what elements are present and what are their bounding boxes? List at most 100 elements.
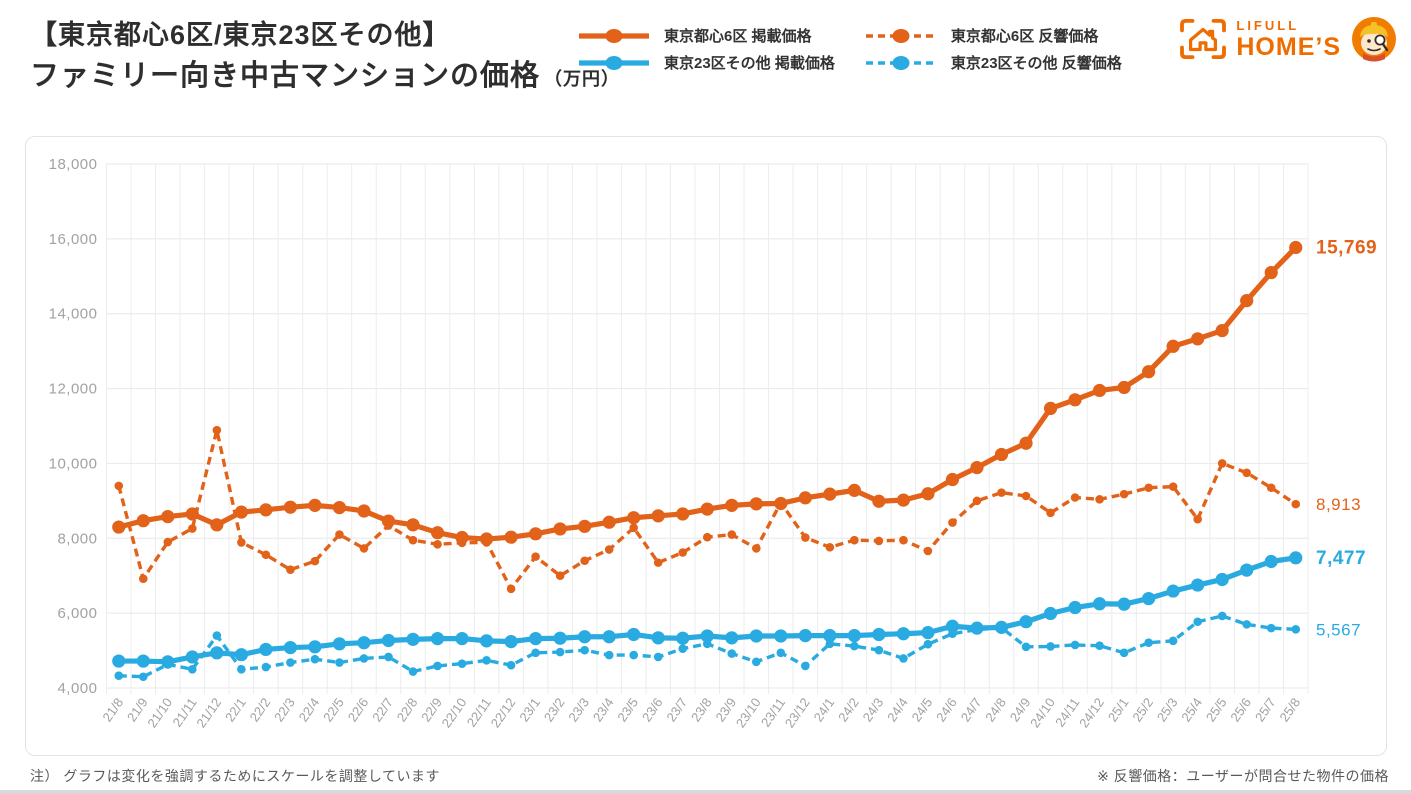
data-point	[896, 493, 911, 507]
data-point	[604, 545, 614, 554]
data-point	[850, 641, 859, 651]
data-point	[212, 631, 222, 640]
data-point	[430, 526, 445, 540]
svg-text:21/8: 21/8	[99, 695, 126, 724]
data-point	[1191, 332, 1205, 346]
data-point	[578, 630, 592, 644]
data-point	[1021, 642, 1031, 652]
svg-text:25/2: 25/2	[1129, 695, 1156, 724]
data-point	[1070, 493, 1080, 502]
data-point	[212, 425, 222, 435]
data-point	[850, 535, 859, 545]
data-point	[1043, 606, 1058, 621]
data-point	[923, 639, 933, 649]
data-point	[627, 627, 641, 642]
data-point	[112, 654, 126, 668]
data-point	[381, 514, 396, 528]
svg-text:21/11: 21/11	[169, 695, 199, 729]
footnote-hankyo-note: ※ 反響価格：ユーザーが問合せた物件の価格	[1097, 768, 1389, 784]
dashed-line-swatch	[865, 28, 936, 43]
svg-text:23/8: 23/8	[688, 695, 715, 724]
data-point	[847, 629, 861, 643]
title-main: ファミリー向き中古マンションの価格	[30, 60, 541, 93]
data-point	[335, 530, 344, 539]
data-point	[259, 503, 273, 517]
data-point	[553, 522, 567, 536]
data-point	[359, 544, 369, 553]
y-axis-labels: 4,000 6,000 8,000 10,000 12,000 14,000 16,000 1…	[49, 156, 97, 697]
svg-text:23/6: 23/6	[639, 695, 666, 724]
data-point	[455, 631, 469, 646]
house-frame-icon	[1180, 18, 1227, 60]
data-point	[283, 640, 298, 655]
data-point	[700, 502, 714, 516]
data-point	[823, 487, 837, 501]
svg-text:22/5: 22/5	[320, 695, 347, 724]
series-keisai-1	[112, 551, 1303, 669]
svg-text:25/3: 25/3	[1154, 695, 1181, 724]
data-point	[1092, 597, 1107, 611]
svg-text:6,000: 6,000	[57, 605, 97, 622]
data-point	[604, 650, 614, 660]
end-value-label: 5,567	[1316, 620, 1361, 639]
data-point	[1070, 640, 1080, 650]
data-point	[138, 672, 148, 682]
svg-text:24/3: 24/3	[860, 695, 887, 724]
data-point	[433, 539, 442, 549]
data-point	[751, 657, 761, 667]
data-point	[161, 509, 175, 524]
data-point	[1193, 514, 1202, 524]
data-point	[161, 655, 175, 669]
solid-line-swatch	[579, 55, 649, 70]
data-point	[332, 637, 347, 651]
data-point	[1266, 483, 1276, 493]
svg-text:22/1: 22/1	[222, 695, 249, 724]
svg-text:24/1: 24/1	[811, 695, 838, 724]
data-point	[1046, 508, 1055, 518]
data-point	[1217, 459, 1227, 468]
svg-text:22/12: 22/12	[488, 695, 519, 730]
data-point	[259, 642, 273, 657]
svg-text:23/7: 23/7	[663, 695, 690, 724]
svg-text:25/8: 25/8	[1276, 695, 1303, 724]
legend-item: 東京23区その他 掲載価格	[578, 52, 835, 73]
data-point	[1068, 600, 1082, 615]
data-point	[381, 633, 396, 648]
data-point	[970, 621, 984, 635]
data-point	[1289, 240, 1303, 255]
data-point	[1095, 641, 1104, 651]
svg-text:24/12: 24/12	[1076, 695, 1107, 730]
data-point	[727, 649, 737, 658]
data-point	[408, 535, 418, 545]
data-point	[114, 481, 124, 491]
svg-text:25/6: 25/6	[1227, 695, 1254, 724]
data-point	[529, 527, 543, 541]
svg-text:24/7: 24/7	[958, 695, 985, 724]
data-point	[234, 505, 248, 519]
data-point	[994, 447, 1009, 462]
data-point	[1215, 323, 1229, 338]
data-point	[1092, 383, 1107, 398]
svg-text:22/4: 22/4	[296, 695, 323, 724]
data-point	[479, 634, 494, 648]
data-point	[1291, 499, 1301, 509]
data-point	[163, 537, 173, 547]
data-point	[210, 646, 224, 660]
data-point	[676, 631, 690, 645]
svg-text:23/10: 23/10	[733, 695, 764, 730]
data-point	[580, 556, 589, 566]
mascot-icon	[1352, 17, 1396, 62]
svg-text:22/2: 22/2	[247, 695, 274, 724]
data-point	[1168, 482, 1178, 491]
data-point	[531, 552, 540, 561]
data-point	[801, 661, 810, 671]
data-point	[1142, 591, 1156, 606]
data-point	[433, 661, 442, 671]
svg-text:24/11: 24/11	[1052, 695, 1082, 729]
data-point	[408, 667, 418, 676]
data-point	[1166, 339, 1180, 353]
svg-text:22/11: 22/11	[464, 695, 494, 729]
data-point	[188, 524, 197, 533]
data-point	[749, 629, 763, 643]
data-point	[629, 523, 638, 533]
